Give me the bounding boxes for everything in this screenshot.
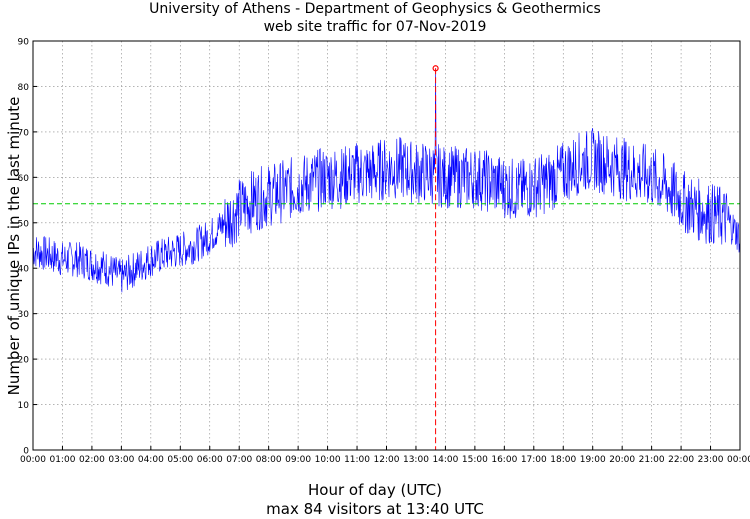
plot-frame [32, 40, 741, 451]
y-tick-label: 40 [18, 265, 30, 275]
y-tick-label: 80 [18, 83, 30, 93]
x-tick-label: 08:00 [256, 455, 282, 465]
x-tick-label: 06:00 [197, 455, 223, 465]
x-tick-label: 20:00 [609, 455, 635, 465]
x-tick-label: 14:00 [432, 455, 458, 465]
x-tick-label: 11:00 [344, 455, 370, 465]
y-axis-label: Number of unique IPs in the last minute [5, 96, 23, 396]
x-tick-label: 22:00 [668, 455, 694, 465]
y-tick-label: 60 [18, 174, 30, 184]
x-tick-label: 10:00 [315, 455, 341, 465]
y-tick-label: 50 [18, 219, 30, 229]
x-tick-label: 01:00 [49, 455, 75, 465]
x-tick-label: 07:00 [226, 455, 252, 465]
y-tick-label: 10 [18, 401, 30, 411]
x-tick-label: 21:00 [639, 455, 665, 465]
x-tick-label: 09:00 [285, 455, 311, 465]
chart-title: University of Athens - Department of Geo… [149, 1, 601, 17]
chart-subtitle: web site traffic for 07-Nov-2019 [263, 19, 487, 35]
y-tick-label: 70 [18, 128, 30, 138]
y-tick-label: 90 [18, 38, 30, 48]
chart-title-block: University of Athens - Department of Geo… [0, 0, 750, 36]
x-tick-label: 03:00 [108, 455, 134, 465]
chart-caption: max 84 visitors at 13:40 UTC [266, 500, 484, 518]
x-tick-label: 16:00 [491, 455, 517, 465]
x-tick-label: 13:00 [403, 455, 429, 465]
x-axis-label-block: Hour of day (UTC) max 84 visitors at 13:… [0, 481, 750, 519]
x-tick-label: 00:00 [20, 455, 46, 465]
x-tick-label: 05:00 [167, 455, 193, 465]
x-axis-label: Hour of day (UTC) [308, 481, 442, 499]
x-tick-label: 19:00 [580, 455, 606, 465]
y-tick-label: 30 [18, 310, 30, 320]
x-tick-label: 23:00 [698, 455, 724, 465]
y-tick-label: 20 [18, 356, 30, 366]
x-tick-label: 12:00 [374, 455, 400, 465]
x-tick-label: 02:00 [79, 455, 105, 465]
x-tick-label: 04:00 [138, 455, 164, 465]
x-tick-label: 18:00 [550, 455, 576, 465]
traffic-series-line [32, 68, 740, 293]
x-tick-label: 17:00 [521, 455, 547, 465]
max-marker-point [432, 65, 439, 72]
x-tick-label: 15:00 [462, 455, 488, 465]
y-tick-label: 0 [23, 447, 29, 457]
x-tick-label: 00:00 [727, 455, 750, 465]
